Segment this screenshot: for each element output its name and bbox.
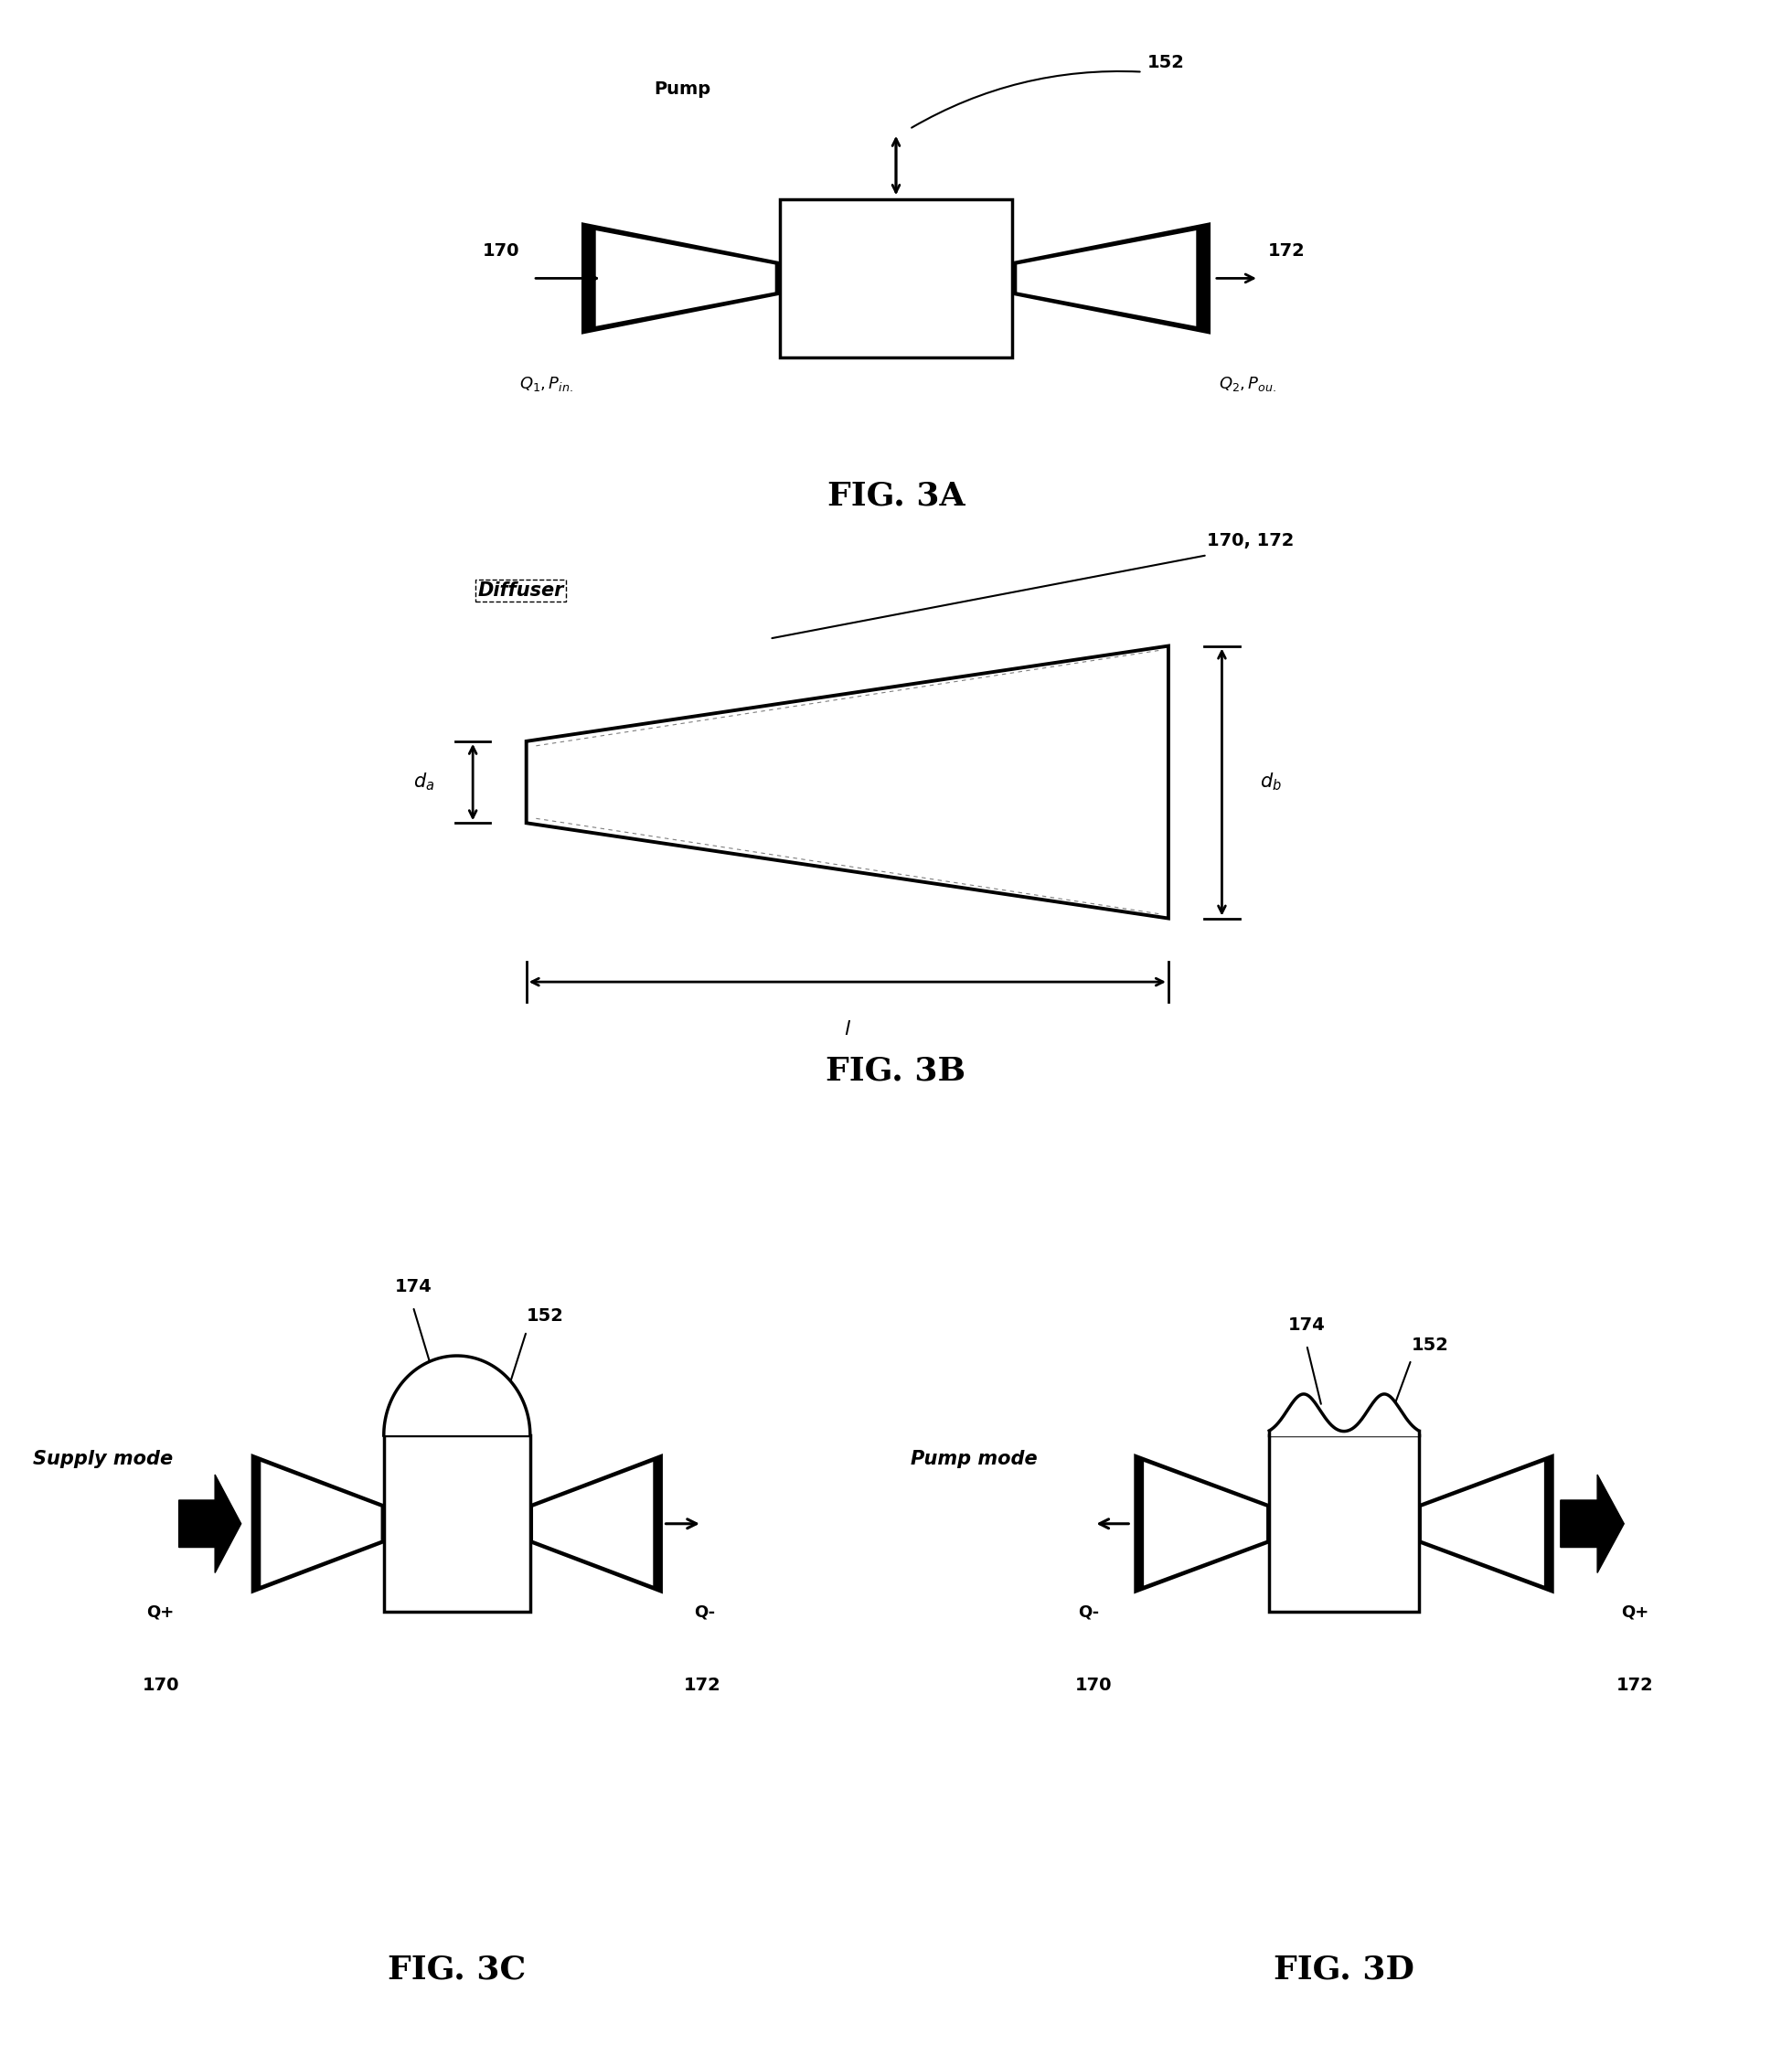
Polygon shape: [532, 1462, 652, 1585]
Polygon shape: [1421, 1462, 1545, 1585]
Text: 170: 170: [482, 243, 520, 259]
Text: $d_b$: $d_b$: [1260, 771, 1281, 794]
Text: Pump: Pump: [654, 80, 711, 97]
Polygon shape: [1143, 1462, 1267, 1585]
Polygon shape: [1561, 1474, 1624, 1573]
Text: 172: 172: [1616, 1678, 1654, 1694]
Text: FIG. 3B: FIG. 3B: [826, 1055, 966, 1086]
Polygon shape: [179, 1474, 242, 1573]
Polygon shape: [595, 230, 776, 327]
Text: 170, 172: 170, 172: [1208, 533, 1294, 549]
Text: $Q_2, P_{ou.}$: $Q_2, P_{ou.}$: [1219, 374, 1276, 393]
Polygon shape: [1012, 224, 1210, 333]
Text: Q+: Q+: [147, 1604, 174, 1620]
Polygon shape: [253, 1456, 383, 1593]
Text: 174: 174: [1288, 1316, 1326, 1334]
Polygon shape: [1419, 1456, 1554, 1593]
Polygon shape: [527, 646, 1168, 919]
Text: Diffuser: Diffuser: [478, 582, 564, 600]
Polygon shape: [582, 224, 780, 333]
Text: Q-: Q-: [694, 1604, 715, 1620]
Text: 172: 172: [1269, 243, 1305, 259]
Text: 152: 152: [1412, 1336, 1448, 1353]
Polygon shape: [383, 1355, 530, 1435]
Text: Supply mode: Supply mode: [32, 1449, 172, 1468]
Bar: [383, 1435, 530, 1612]
Text: $Q_1, P_{in.}$: $Q_1, P_{in.}$: [520, 374, 573, 393]
Text: 174: 174: [394, 1279, 432, 1295]
Text: Q-: Q-: [1079, 1604, 1098, 1620]
Text: FIG. 3D: FIG. 3D: [1274, 1955, 1414, 1986]
Text: Pump mode: Pump mode: [910, 1449, 1038, 1468]
Text: 170: 170: [1075, 1678, 1113, 1694]
Polygon shape: [530, 1456, 661, 1593]
Text: 170: 170: [142, 1678, 179, 1694]
Text: $d_a$: $d_a$: [414, 771, 435, 794]
Polygon shape: [262, 1462, 382, 1585]
Text: 152: 152: [527, 1308, 564, 1324]
Text: $l$: $l$: [844, 1020, 851, 1038]
Polygon shape: [1018, 230, 1197, 327]
Text: 152: 152: [1147, 53, 1185, 72]
Bar: [780, 199, 1012, 358]
Text: Q+: Q+: [1622, 1604, 1649, 1620]
Bar: [1269, 1435, 1419, 1612]
Text: FIG. 3A: FIG. 3A: [828, 479, 964, 512]
Polygon shape: [1134, 1456, 1269, 1593]
Text: FIG. 3C: FIG. 3C: [387, 1955, 527, 1986]
Text: 172: 172: [683, 1678, 720, 1694]
